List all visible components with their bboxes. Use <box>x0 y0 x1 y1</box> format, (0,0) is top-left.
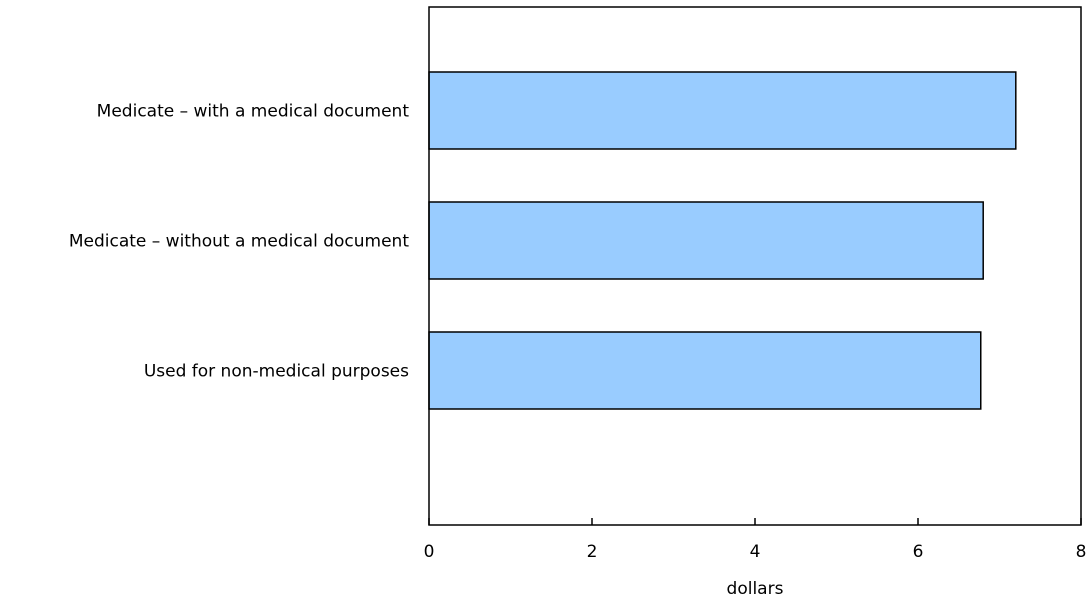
x-tick-label-8: 8 <box>1076 542 1087 562</box>
bar-1 <box>428 71 1017 150</box>
x-tick-label-2: 2 <box>587 542 598 562</box>
category-label-3: Used for non-medical purposes <box>144 362 409 382</box>
bar-2 <box>428 201 984 280</box>
plot-frame <box>428 6 1082 526</box>
category-label-1: Medicate – with a medical document <box>97 102 410 122</box>
x-tick-label-4: 4 <box>750 542 761 562</box>
bar-3 <box>428 331 982 410</box>
x-axis-title: dollars <box>727 579 784 599</box>
bars-layer <box>428 71 1017 410</box>
x-tick-label-0: 0 <box>424 542 435 562</box>
category-labels: Medicate – with a medical document Medica… <box>69 102 410 382</box>
x-tick-label-6: 6 <box>913 542 924 562</box>
category-label-2: Medicate – without a medical document <box>69 232 410 252</box>
